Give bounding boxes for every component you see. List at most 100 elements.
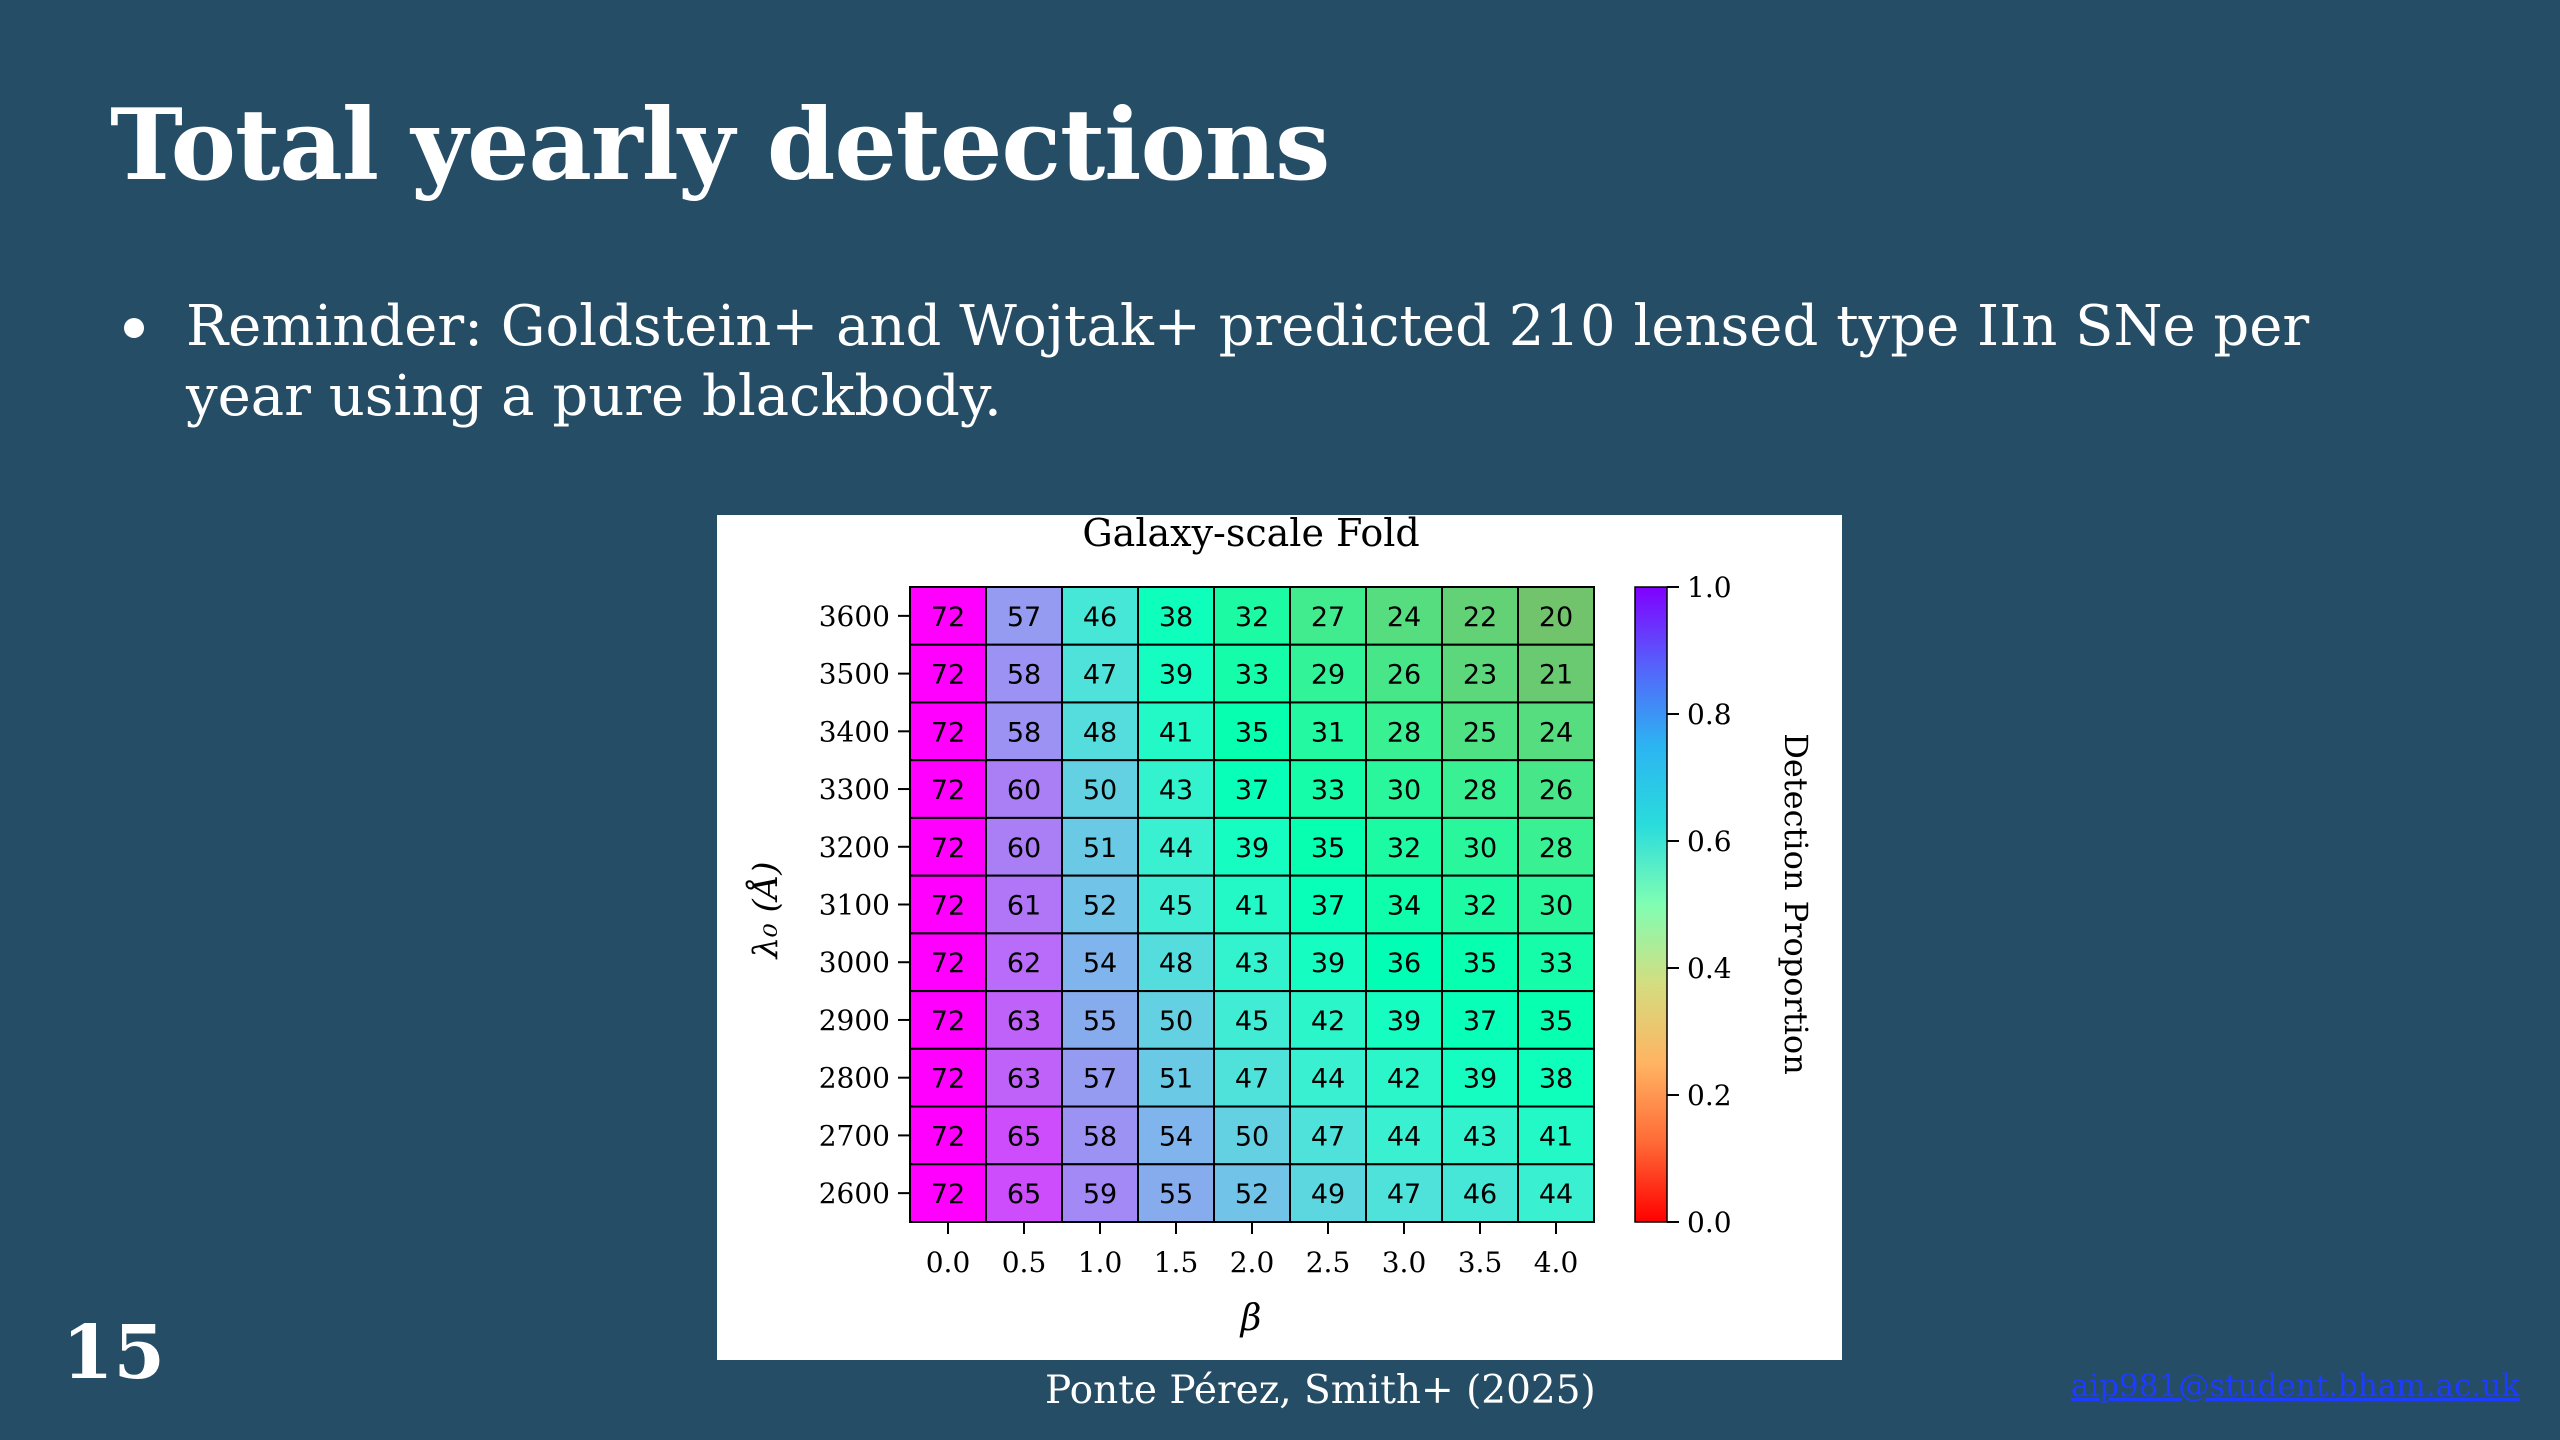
heatmap-cell (1441, 1105, 1519, 1166)
x-tick-label: 0.5 (1002, 1246, 1047, 1279)
heatmap-cell (909, 990, 987, 1050)
heatmap-cell (1365, 643, 1443, 704)
cell-value-label: 63 (1007, 1064, 1041, 1095)
cell-value-label: 31 (1311, 717, 1345, 748)
heatmap-cell (1441, 586, 1519, 646)
heatmap-cell (1517, 1047, 1595, 1108)
bullet-item: Reminder: Goldstein+ and Wojtak+ predict… (120, 292, 2450, 432)
x-tick-label: 1.0 (1078, 1246, 1123, 1279)
cell-value-label: 72 (931, 891, 965, 922)
cell-value-label: 48 (1159, 948, 1193, 979)
cell-value-label: 43 (1159, 775, 1193, 806)
cell-value-label: 22 (1463, 602, 1497, 633)
cell-value-label: 48 (1083, 717, 1117, 748)
cell-value-label: 50 (1083, 775, 1117, 806)
heatmap-cell (1289, 1047, 1367, 1108)
cell-value-label: 72 (931, 1121, 965, 1152)
heatmap-cell (1061, 643, 1139, 704)
cell-value-label: 72 (931, 1179, 965, 1210)
cell-value-label: 41 (1235, 891, 1269, 922)
cell-value-label: 41 (1159, 717, 1193, 748)
cell-value-label: 21 (1539, 660, 1573, 691)
colorbar-tick-label: 0.0 (1687, 1206, 1732, 1239)
heatmap-cell (1137, 1047, 1215, 1108)
heatmap-cell (1517, 990, 1595, 1050)
email-link[interactable]: aip981@student.bham.ac.uk (2070, 1368, 2520, 1404)
cell-value-label: 61 (1007, 891, 1041, 922)
heatmap-cell (909, 1047, 987, 1108)
cell-value-label: 72 (931, 1064, 965, 1095)
cell-value-label: 55 (1083, 1006, 1117, 1037)
cell-value-label: 23 (1463, 660, 1497, 691)
colorbar-tick-label: 1.0 (1687, 571, 1732, 604)
y-tick-label: 3200 (819, 831, 890, 864)
cell-value-label: 58 (1083, 1121, 1117, 1152)
heatmap-cells: 72 57 46 38 32 27 24 22 20 72 58 47 39 33 29 26 23 21 72 58… (909, 586, 1595, 1223)
cell-value-label: 72 (931, 775, 965, 806)
cell-value-label: 59 (1083, 1179, 1117, 1210)
cell-value-label: 58 (1007, 717, 1041, 748)
cell-value-label: 46 (1083, 602, 1117, 633)
cell-value-label: 37 (1463, 1006, 1497, 1037)
cell-value-label: 32 (1463, 891, 1497, 922)
cell-value-label: 37 (1235, 775, 1269, 806)
x-tick-label: 3.0 (1382, 1246, 1427, 1279)
cell-value-label: 72 (931, 660, 965, 691)
figure-citation: Ponte Pérez, Smith+ (2025) (1045, 1368, 1596, 1413)
y-axis-label: λ₀ (Å) (745, 861, 786, 960)
colorbar-label: Detection Proportion (1777, 733, 1815, 1075)
y-tick-label: 3300 (819, 773, 890, 806)
heatmap-cell (1517, 1105, 1595, 1166)
cell-value-label: 46 (1463, 1179, 1497, 1210)
cell-value-label: 72 (931, 602, 965, 633)
cell-value-label: 28 (1463, 775, 1497, 806)
y-tick-label: 2800 (819, 1062, 890, 1095)
heatmap-cell (1213, 701, 1291, 762)
y-axis-ticks: 3600 3500 3400 3300 3200 3100 3000 2900 2800 2700… (819, 600, 910, 1210)
cell-value-label: 43 (1235, 948, 1269, 979)
cell-value-label: 38 (1159, 602, 1193, 633)
cell-value-label: 50 (1235, 1121, 1269, 1152)
heatmap-cell (909, 701, 987, 762)
cell-value-label: 44 (1311, 1064, 1345, 1095)
cell-value-label: 42 (1387, 1064, 1421, 1095)
heatmap-cell (1441, 874, 1519, 935)
cell-value-label: 47 (1311, 1121, 1345, 1152)
heatmap-cell (1289, 816, 1367, 877)
cell-value-label: 72 (931, 1006, 965, 1037)
heatmap-cell (1137, 990, 1215, 1050)
x-tick-label: 2.0 (1230, 1246, 1275, 1279)
cell-value-label: 30 (1463, 833, 1497, 864)
heatmap-cell (1289, 1163, 1367, 1223)
heatmap-cell (1061, 1047, 1139, 1108)
cell-value-label: 33 (1539, 948, 1573, 979)
heatmap-cell (1441, 643, 1519, 704)
heatmap-cell (1137, 1105, 1215, 1166)
heatmap-cell (1289, 990, 1367, 1050)
cell-value-label: 52 (1235, 1179, 1269, 1210)
y-tick-label: 3100 (819, 889, 890, 922)
x-tick-label: 0.0 (926, 1246, 971, 1279)
cell-value-label: 37 (1311, 891, 1345, 922)
heatmap-cell (1137, 759, 1215, 819)
cell-value-label: 20 (1539, 602, 1573, 633)
cell-value-label: 39 (1387, 1006, 1421, 1037)
heatmap-cell (909, 816, 987, 877)
chart-title: Galaxy-scale Fold (1082, 515, 1419, 555)
heatmap-cell (1137, 874, 1215, 935)
cell-value-label: 51 (1159, 1064, 1193, 1095)
cell-value-label: 43 (1463, 1121, 1497, 1152)
y-tick-label: 3000 (819, 946, 890, 979)
cell-value-label: 49 (1311, 1179, 1345, 1210)
cell-value-label: 44 (1539, 1179, 1573, 1210)
cell-value-label: 28 (1539, 833, 1573, 864)
heatmap-cell (1517, 816, 1595, 877)
colorbar-ticks: 0.0 0.2 0.4 0.6 0.8 1.0 (1667, 571, 1732, 1239)
cell-value-label: 54 (1159, 1121, 1193, 1152)
heatmap-cell (1061, 990, 1139, 1050)
cell-value-label: 72 (931, 833, 965, 864)
x-tick-label: 2.5 (1306, 1246, 1351, 1279)
heatmap-cell (1289, 874, 1367, 935)
heatmap-cell (1061, 701, 1139, 762)
colorbar (1634, 586, 1668, 1223)
